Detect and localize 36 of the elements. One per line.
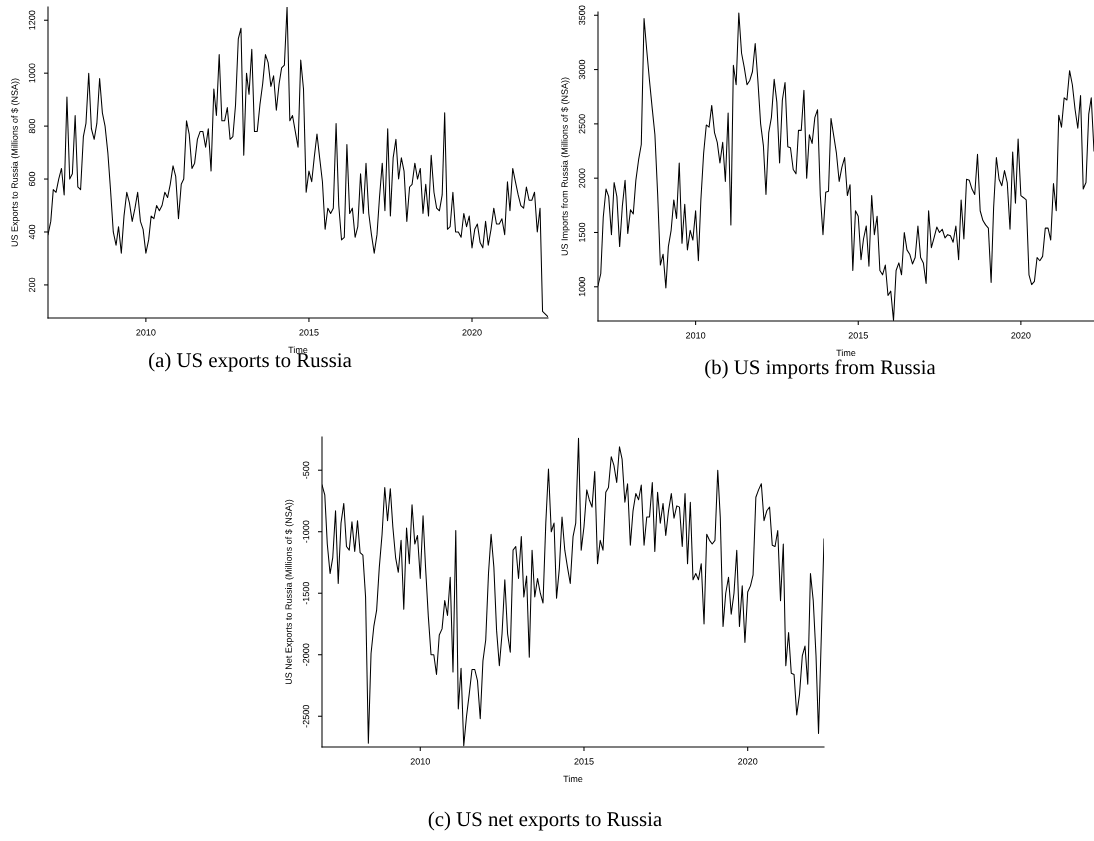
x-tick-label: 2010 bbox=[686, 332, 706, 339]
y-tick-label: 3000 bbox=[578, 59, 586, 80]
y-tick-label: 400 bbox=[28, 224, 36, 240]
y-tick-label: 2000 bbox=[578, 168, 586, 188]
x-tick-label: 2020 bbox=[462, 329, 482, 336]
text: (b) US imports from Russia bbox=[705, 359, 936, 379]
y-tick-label: -2500 bbox=[302, 705, 310, 728]
x-tick-label: 2010 bbox=[410, 758, 430, 765]
x-axis-title: Time bbox=[563, 775, 583, 783]
line-series bbox=[322, 437, 824, 747]
y-tick-label: 1200 bbox=[28, 10, 36, 30]
x-tick-label: 2015 bbox=[574, 758, 594, 765]
y-axis-title: US Exports to Russia (Millions of $ (NSA)) bbox=[11, 78, 20, 247]
x-axis-title: Time bbox=[288, 346, 308, 354]
y-tick-label: 2500 bbox=[578, 114, 586, 134]
y-tick-label: -500 bbox=[302, 461, 310, 479]
y-tick-label: 1500 bbox=[578, 222, 586, 242]
y-tick-label: 600 bbox=[28, 171, 36, 187]
x-axis-title: Time bbox=[836, 349, 856, 357]
x-tick-label: 2010 bbox=[136, 329, 156, 336]
y-axis-title: US Net Exports to Russia (Millions of $ (NSA)) bbox=[285, 499, 294, 685]
y-tick-label: -1000 bbox=[302, 520, 310, 543]
text: (c) US net exports to Russia bbox=[428, 811, 662, 831]
y-tick-label: 3500 bbox=[578, 5, 586, 25]
y-tick-label: -2000 bbox=[302, 643, 310, 666]
x-tick-label: 2020 bbox=[1011, 332, 1031, 339]
x-tick-label: 2015 bbox=[848, 332, 868, 339]
y-tick-label: 800 bbox=[28, 118, 36, 134]
y-axis-title: US Imports from Russia (Millions of $ (NSA)) bbox=[561, 77, 570, 256]
x-tick-label: 2020 bbox=[738, 758, 758, 765]
y-tick-label: 1000 bbox=[578, 277, 586, 297]
x-tick-label: 2015 bbox=[299, 329, 319, 336]
text: (a) US exports to Russia bbox=[149, 352, 352, 372]
y-tick-label: 200 bbox=[28, 277, 36, 292]
y-tick-label: -1500 bbox=[302, 582, 310, 605]
y-tick-label: 1000 bbox=[28, 63, 36, 83]
